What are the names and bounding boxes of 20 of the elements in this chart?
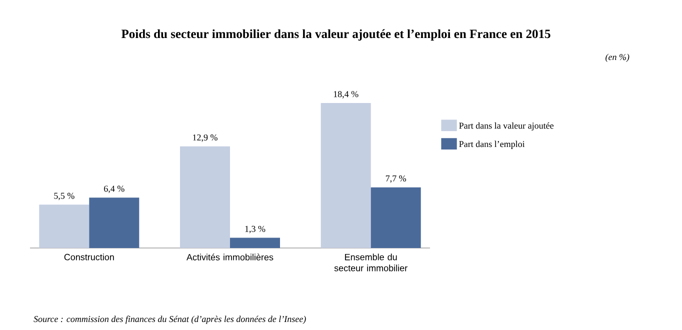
data-label: 1,3 % bbox=[245, 226, 266, 234]
x-tick-label: Ensemble du secteur immobilier bbox=[334, 254, 408, 272]
data-label: 7,7 % bbox=[386, 175, 406, 183]
bar bbox=[39, 204, 90, 248]
x-tick-label: Construction bbox=[64, 254, 114, 260]
text: (en %) bbox=[606, 54, 630, 62]
bar bbox=[320, 103, 371, 248]
bar bbox=[180, 146, 230, 248]
data-label: 12,9 % bbox=[193, 134, 218, 142]
legend-label: Part dans la valeur ajoutée bbox=[459, 122, 554, 131]
chart-title: Poids du secteur immobilier dans la valeur ajoutée et l’emploi en France en 2015 bbox=[121, 29, 550, 41]
data-label: 5,5 % bbox=[54, 192, 74, 200]
data-label: 6,4 % bbox=[104, 186, 124, 194]
legend-label: Part dans l’emploi bbox=[459, 140, 525, 149]
bar bbox=[89, 198, 140, 248]
x-tick-label: Activités immobilières bbox=[186, 254, 274, 260]
data-label: 18,4 % bbox=[334, 91, 358, 98]
bar bbox=[370, 187, 421, 248]
bar bbox=[230, 238, 280, 248]
source-note: Source : commission des finances du Sénat (d’après les données de l’Insee) bbox=[34, 316, 306, 324]
